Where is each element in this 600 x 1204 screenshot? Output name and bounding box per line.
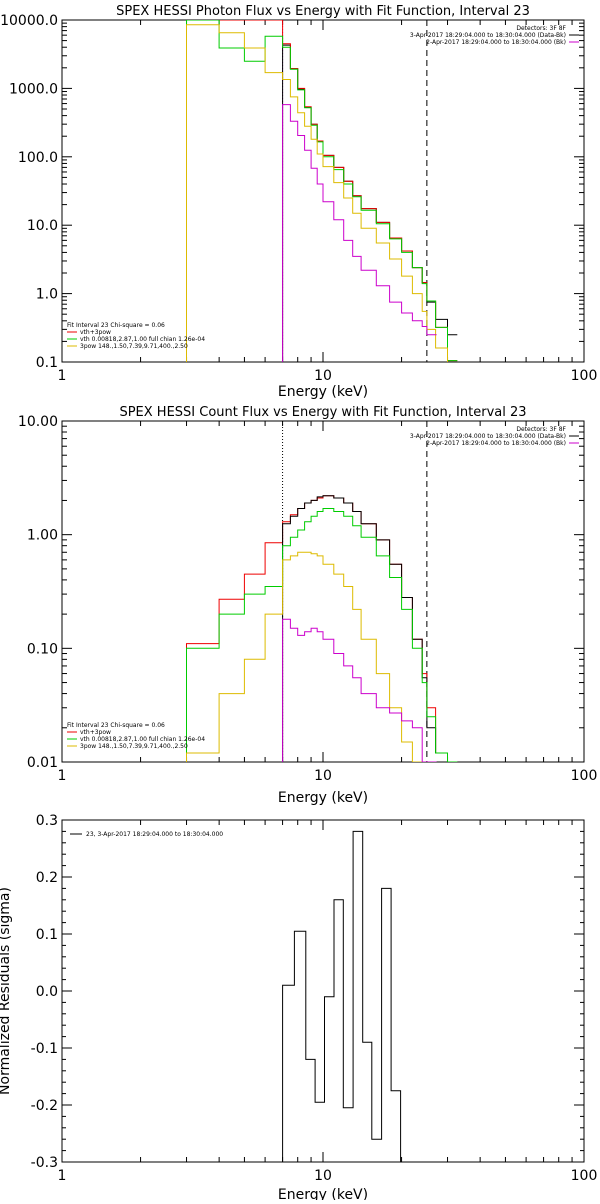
spectrum-series-0 (282, 44, 458, 362)
legend-bottom-entry: Fit Interval 23 Chi-square = 0.06 (67, 322, 165, 329)
series-layer (282, 830, 430, 1162)
chart-title: SPEX HESSI Count Flux vs Energy with Fit… (119, 405, 526, 420)
x-tick-label: 1 (58, 768, 67, 784)
spectrum-series-2 (186, 508, 458, 762)
x-tick-label: 10 (314, 768, 332, 784)
spectrum-series-0 (186, 495, 458, 762)
legend-top-right: Detectors: 3F 8F3-Apr-2017 18:29:04.000 … (410, 25, 579, 46)
spectrum-series-1 (186, 20, 458, 362)
legend-bottom-entry: vth 0.00818,2.87,1.00 full chian 1.26e-0… (80, 336, 205, 343)
x-axis-label: Energy (keV) (278, 790, 368, 806)
y-tick-label: 0.0 (36, 984, 58, 1000)
series-layer (186, 495, 458, 762)
y-tick-label: 0.10 (27, 641, 58, 657)
y-tick-label: 0.2 (36, 870, 58, 886)
legend-bottom-entry: vth+3pow (80, 729, 111, 736)
legend-top-entry: 2-Apr-2017 18:29:04.000 to 18:30:04.000 … (426, 440, 566, 447)
x-tick-label: 10 (314, 368, 332, 384)
legend-bottom-left: Fit Interval 23 Chi-square = 0.06vth+3po… (67, 322, 205, 350)
x-tick-label: 100 (571, 368, 598, 384)
legend-top-entry: 3-Apr-2017 18:29:04.000 to 18:30:04.000 … (410, 32, 566, 39)
photon-flux-panel: SPEX HESSI Photon Flux vs Energy with Fi… (0, 4, 597, 400)
spectrum-series-2 (186, 20, 458, 362)
y-tick-label: 0.3 (36, 813, 58, 829)
y-tick-label: 0.01 (27, 755, 58, 771)
spectrum-series-4 (282, 618, 437, 762)
x-tick-label: 100 (571, 768, 598, 784)
y-tick-label: 10.00 (18, 414, 58, 430)
spectrum-series-4 (282, 104, 437, 362)
legend-top-right: Detectors: 3F 8F3-Apr-2017 18:29:04.000 … (410, 426, 579, 447)
legend-bottom-entry: 3pow 148.,1.50,7.39,9.71,400.,2.50 (80, 743, 188, 750)
y-tick-label: 10000.0 (0, 13, 58, 29)
x-tick-label: 1 (58, 1168, 67, 1184)
y-tick-label: -0.2 (31, 1098, 58, 1114)
y-tick-label: 10.0 (27, 218, 58, 234)
legend-top-entry: Detectors: 3F 8F (516, 25, 566, 32)
marker-lines (282, 20, 428, 362)
legend-bottom-entry: vth+3pow (80, 329, 111, 336)
plot-frame (61, 819, 585, 1163)
legend-top-entry: Detectors: 3F 8F (516, 426, 566, 433)
y-axis-label: Normalized Residuals (sigma) (0, 887, 13, 1095)
y-tick-label: -0.1 (31, 1041, 58, 1057)
spectrum-series-3 (186, 24, 448, 362)
legend-bottom-entry: vth 0.00818,2.87,1.00 full chian 1.26e-0… (80, 736, 205, 743)
count-flux-panel: SPEX HESSI Count Flux vs Energy with Fit… (18, 405, 597, 806)
residual-series (282, 830, 430, 1162)
x-axis-label: Energy (keV) (278, 384, 368, 400)
x-tick-label: 10 (314, 1168, 332, 1184)
axis-ticks: 1 10 100 0.3 0.2 0.1 0.0 -0.1 -0.2 -0.3 (31, 813, 598, 1184)
y-tick-label: -0.3 (31, 1155, 58, 1171)
residuals-panel: 1 10 100 0.3 0.2 0.1 0.0 -0.1 -0.2 -0.3 23, 3-Apr… (0, 813, 598, 1203)
chart-title: SPEX HESSI Photon Flux vs Energy with Fi… (116, 4, 530, 19)
y-tick-label: 0.1 (36, 927, 58, 943)
x-tick-label: 1 (58, 368, 67, 384)
plot-frame (61, 420, 585, 763)
y-tick-label: 0.1 (36, 355, 58, 371)
spectrum-series-3 (186, 551, 432, 762)
legend-top-left: 23, 3-Apr-2017 18:29:04.000 to 18:30:04.… (70, 831, 223, 838)
legend-top-entry: 3-Apr-2017 18:29:04.000 to 18:30:04.000 … (410, 433, 566, 440)
y-tick-label: 1.0 (36, 287, 58, 303)
legend-entry: 23, 3-Apr-2017 18:29:04.000 to 18:30:04.… (86, 831, 223, 838)
y-tick-label: 1000.0 (9, 81, 58, 97)
y-tick-label: 100.0 (18, 150, 58, 166)
legend-top-entry: 2-Apr-2017 18:29:04.000 to 18:30:04.000 … (426, 39, 566, 46)
legend-bottom-left: Fit Interval 23 Chi-square = 0.06vth+3po… (67, 722, 205, 750)
spectrum-series-1 (282, 495, 458, 762)
x-tick-label: 100 (571, 1168, 598, 1184)
y-tick-label: 1.00 (27, 528, 58, 544)
x-axis-label: Energy (keV) (278, 1187, 368, 1200)
series-layer (186, 20, 458, 362)
legend-bottom-entry: 3pow 148.,1.50,7.39,9.71,400.,2.50 (80, 343, 188, 350)
marker-lines (282, 421, 428, 762)
axis-ticks: 1 10 100 0.01 0.10 1.00 10.00 (18, 414, 597, 784)
legend-bottom-entry: Fit Interval 23 Chi-square = 0.06 (67, 722, 165, 729)
